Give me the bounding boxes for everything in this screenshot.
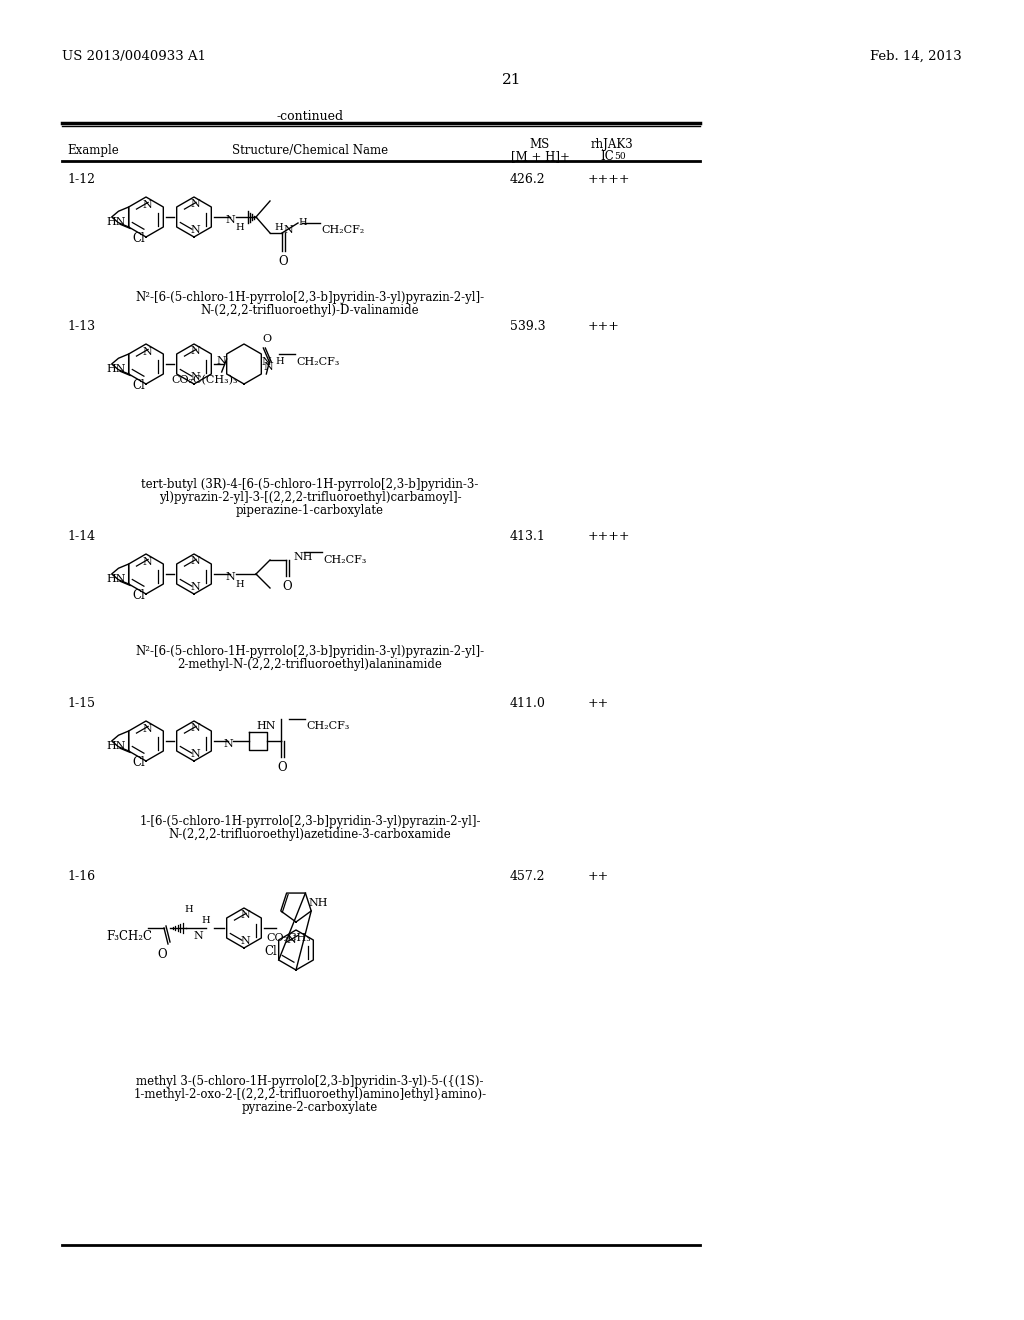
- Text: N: N: [142, 557, 152, 568]
- Text: HN: HN: [106, 216, 126, 227]
- Text: Structure/Chemical Name: Structure/Chemical Name: [232, 144, 388, 157]
- Text: N: N: [190, 346, 200, 356]
- Text: piperazine-1-carboxylate: piperazine-1-carboxylate: [236, 504, 384, 517]
- Text: Feb. 14, 2013: Feb. 14, 2013: [870, 50, 962, 63]
- Text: Example: Example: [67, 144, 119, 157]
- Text: NH: NH: [308, 898, 328, 908]
- Text: CH₂CF₃: CH₂CF₃: [296, 356, 340, 367]
- Text: HN: HN: [256, 721, 276, 731]
- Text: H: H: [298, 218, 306, 227]
- Text: N: N: [217, 356, 226, 366]
- Text: H: H: [234, 223, 244, 232]
- Text: N: N: [225, 215, 234, 224]
- Text: N: N: [142, 201, 152, 210]
- Text: N: N: [142, 723, 152, 734]
- Text: US 2013/0040933 A1: US 2013/0040933 A1: [62, 50, 206, 63]
- Text: N: N: [223, 739, 232, 748]
- Text: N: N: [194, 931, 203, 941]
- Text: N: N: [190, 199, 200, 209]
- Text: N-(2,2,2-trifluoroethyl)azetidine-3-carboxamide: N-(2,2,2-trifluoroethyl)azetidine-3-carb…: [169, 828, 452, 841]
- Text: 2-methyl-N-(2,2,2-trifluoroethyl)alaninamide: 2-methyl-N-(2,2,2-trifluoroethyl)alanina…: [177, 657, 442, 671]
- Text: 1-methyl-2-oxo-2-[(2,2,2-trifluoroethyl)amino]ethyl}amino)-: 1-methyl-2-oxo-2-[(2,2,2-trifluoroethyl)…: [133, 1088, 486, 1101]
- Text: -continued: -continued: [276, 110, 344, 123]
- Text: N: N: [142, 347, 152, 356]
- Text: N: N: [286, 935, 296, 945]
- Text: [M + H]+: [M + H]+: [511, 150, 569, 162]
- Text: 426.2: 426.2: [510, 173, 546, 186]
- Text: O: O: [279, 255, 288, 268]
- Text: CH₂CF₃: CH₂CF₃: [323, 554, 367, 565]
- Text: 1-16: 1-16: [67, 870, 95, 883]
- Text: N²-[6-(5-chloro-1H-pyrrolo[2,3-b]pyridin-3-yl)pyrazin-2-yl]-: N²-[6-(5-chloro-1H-pyrrolo[2,3-b]pyridin…: [135, 290, 484, 304]
- Text: rhJAK3: rhJAK3: [591, 139, 634, 150]
- Text: 413.1: 413.1: [510, 531, 546, 543]
- Text: 1-[6-(5-chloro-1H-pyrrolo[2,3-b]pyridin-3-yl)pyrazin-2-yl]-: 1-[6-(5-chloro-1H-pyrrolo[2,3-b]pyridin-…: [139, 814, 480, 828]
- Text: +++: +++: [588, 319, 620, 333]
- Text: methyl 3-(5-chloro-1H-pyrrolo[2,3-b]pyridin-3-yl)-5-({(1S)-: methyl 3-(5-chloro-1H-pyrrolo[2,3-b]pyri…: [136, 1074, 483, 1088]
- Text: ++: ++: [588, 870, 609, 883]
- Text: Cl: Cl: [132, 589, 144, 602]
- Text: CH₂CF₂: CH₂CF₂: [321, 224, 365, 235]
- Text: N: N: [240, 909, 250, 920]
- Text: H: H: [184, 906, 193, 913]
- Text: H: H: [274, 223, 283, 232]
- Text: N: N: [261, 356, 271, 367]
- Text: HN: HN: [106, 364, 126, 374]
- Text: H: H: [275, 356, 284, 366]
- Text: 1-15: 1-15: [67, 697, 95, 710]
- Text: Cl: Cl: [132, 232, 144, 246]
- Text: H: H: [234, 579, 244, 589]
- Text: N: N: [284, 224, 293, 235]
- Text: N: N: [190, 372, 200, 381]
- Text: N: N: [190, 748, 200, 759]
- Text: IC: IC: [600, 150, 613, 162]
- Text: MS: MS: [529, 139, 550, 150]
- Text: ++++: ++++: [588, 173, 631, 186]
- Text: 411.0: 411.0: [510, 697, 546, 710]
- Text: yl)pyrazin-2-yl]-3-[(2,2,2-trifluoroethyl)carbamoyl]-: yl)pyrazin-2-yl]-3-[(2,2,2-trifluoroethy…: [159, 491, 462, 504]
- Text: N: N: [190, 224, 200, 235]
- Text: CH₂CF₃: CH₂CF₃: [306, 721, 349, 731]
- Text: 1-12: 1-12: [67, 173, 95, 186]
- Text: 21: 21: [502, 73, 522, 87]
- Text: N²-[6-(5-chloro-1H-pyrrolo[2,3-b]pyridin-3-yl)pyrazin-2-yl]-: N²-[6-(5-chloro-1H-pyrrolo[2,3-b]pyridin…: [135, 645, 484, 657]
- Text: HN: HN: [106, 741, 126, 751]
- Text: 1-13: 1-13: [67, 319, 95, 333]
- Text: ++++: ++++: [588, 531, 631, 543]
- Text: CO₂C(CH₃)₃: CO₂C(CH₃)₃: [172, 375, 239, 385]
- Text: O: O: [283, 579, 292, 593]
- Text: 1-14: 1-14: [67, 531, 95, 543]
- Text: N-(2,2,2-trifluoroethyl)-D-valinamide: N-(2,2,2-trifluoroethyl)-D-valinamide: [201, 304, 419, 317]
- Text: ++: ++: [588, 697, 609, 710]
- Text: N: N: [263, 362, 273, 372]
- Text: N: N: [190, 556, 200, 566]
- Text: N: N: [240, 936, 250, 946]
- Text: CO₂CH₃: CO₂CH₃: [266, 933, 311, 942]
- Text: Cl: Cl: [132, 379, 144, 392]
- Text: Cl: Cl: [132, 756, 144, 770]
- Text: O: O: [278, 762, 287, 774]
- Text: N: N: [225, 572, 234, 582]
- Text: tert-butyl (3R)-4-[6-(5-chloro-1H-pyrrolo[2,3-b]pyridin-3-: tert-butyl (3R)-4-[6-(5-chloro-1H-pyrrol…: [141, 478, 478, 491]
- Text: NH: NH: [293, 552, 312, 562]
- Text: N: N: [190, 582, 200, 591]
- Text: pyrazine-2-carboxylate: pyrazine-2-carboxylate: [242, 1101, 378, 1114]
- Text: 50: 50: [614, 152, 626, 161]
- Text: 539.3: 539.3: [510, 319, 546, 333]
- Text: O: O: [158, 948, 167, 961]
- Text: H: H: [202, 916, 210, 925]
- Text: O: O: [263, 334, 272, 345]
- Text: F₃CH₂C: F₃CH₂C: [106, 931, 152, 942]
- Text: Cl: Cl: [264, 945, 278, 958]
- Text: 457.2: 457.2: [510, 870, 546, 883]
- Text: N: N: [190, 723, 200, 733]
- Text: HN: HN: [106, 574, 126, 583]
